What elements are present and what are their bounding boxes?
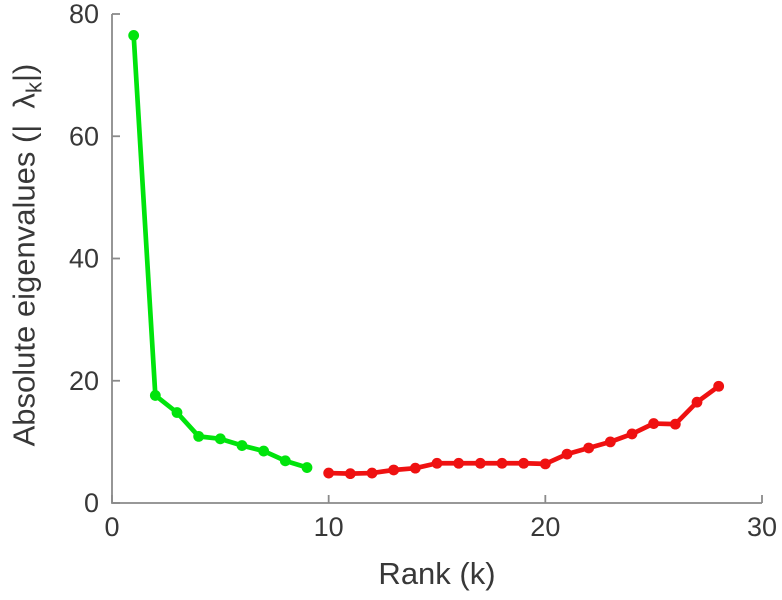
axes-lines [111,14,762,504]
y-axis-label-suffix: |) [6,63,42,83]
data-point-green-segment [279,455,291,467]
data-point-red-segment [518,457,530,469]
y-tick-label: 80 [69,0,99,29]
data-point-red-segment [344,468,356,480]
data-point-red-segment [474,457,486,469]
y-tick-label: 40 [69,244,99,274]
data-point-red-segment [539,458,551,470]
data-point-red-segment [366,467,378,479]
lambda-symbol: λ [6,93,42,109]
x-tick-label: 30 [747,512,777,542]
data-point-red-segment [496,457,508,469]
x-tick-label: 0 [104,512,119,542]
data-point-green-segment [171,407,183,418]
y-tick-label: 0 [84,488,99,518]
data-point-green-segment [301,462,313,473]
data-point-red-segment [431,457,443,469]
data-point-red-segment [409,462,421,474]
data-point-red-segment [388,464,400,476]
y-axis-label: Absolute eigenvalues (| λk|) [6,64,47,447]
y-tick-label: 60 [69,121,99,151]
y-tick-label: 20 [69,366,99,396]
x-axis-label: Rank (k) [378,556,496,591]
x-tick-label: 10 [314,512,344,542]
data-point-green-segment [193,430,205,442]
series-line-green-segment [131,33,310,470]
y-axis-label-prefix: Absolute eigenvalues (| [6,124,42,447]
data-point-red-segment [713,380,725,392]
data-point-red-segment [691,396,703,408]
x-tick-label: 20 [530,512,560,542]
data-point-red-segment [604,436,616,448]
data-point-red-segment [583,442,595,454]
data-point-green-segment [149,390,161,401]
data-point-red-segment [626,428,638,440]
data-point-green-segment [214,433,226,445]
data-point-red-segment [669,418,681,430]
data-point-red-segment [323,467,335,479]
data-point-green-segment [236,440,248,451]
data-point-green-segment [128,29,140,41]
data-point-green-segment [258,445,270,457]
data-point-red-segment [648,418,660,429]
lambda-subscript: k [21,82,47,94]
data-point-red-segment [453,457,465,469]
data-point-red-segment [561,448,573,460]
